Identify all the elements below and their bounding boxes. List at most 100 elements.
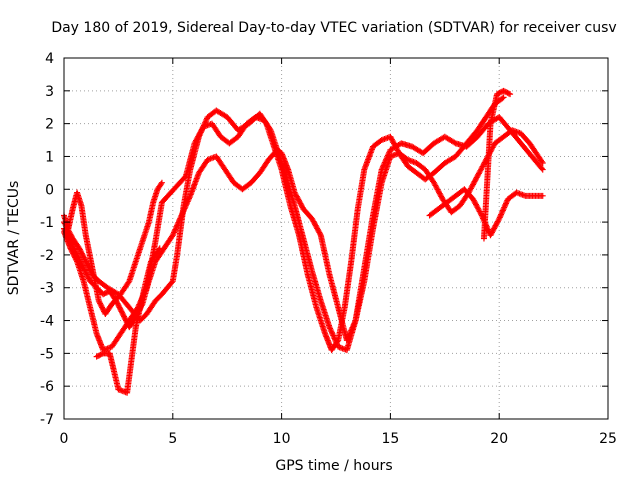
data-point <box>93 353 100 360</box>
data-point-interp <box>82 268 89 275</box>
data-point-interp <box>155 246 162 253</box>
data-point <box>82 258 89 265</box>
data-point-interp <box>98 351 105 358</box>
data-point <box>158 179 165 186</box>
y-axis-label: SDTVAR / TECUs <box>6 181 22 296</box>
data-point-interp <box>116 304 123 311</box>
data-point-interp <box>505 90 512 97</box>
data-point-interp <box>83 271 90 278</box>
y-tick-label: -1 <box>40 215 54 231</box>
data-point-interp <box>122 316 129 323</box>
data-point-interp <box>96 299 103 306</box>
data-point-interp <box>66 237 73 244</box>
data-point-interp <box>61 226 68 233</box>
data-point-interp <box>66 236 73 243</box>
data-point <box>74 251 81 258</box>
data-point <box>507 91 514 98</box>
data-point-interp <box>77 259 84 266</box>
data-point <box>100 291 107 298</box>
y-tick-label: 2 <box>45 117 54 133</box>
data-point-interp <box>497 89 504 96</box>
data-point-interp <box>118 308 125 315</box>
y-tick-label: -4 <box>40 314 54 330</box>
data-point-interp <box>495 217 502 224</box>
data-point-interp <box>70 245 77 252</box>
data-point <box>76 245 83 252</box>
data-points <box>61 87 546 396</box>
data-point <box>500 94 507 101</box>
data-point-interp <box>501 88 508 95</box>
x-tick-label: 25 <box>599 431 617 447</box>
y-tick-label: 3 <box>45 84 54 100</box>
data-point-interp <box>77 258 84 265</box>
axis-ticks <box>63 57 609 420</box>
data-point-interp <box>77 247 84 254</box>
y-tick-label: -5 <box>40 346 54 362</box>
x-tick-label: 20 <box>490 431 508 447</box>
data-point-interp <box>81 267 88 274</box>
data-point-interp <box>504 89 511 96</box>
data-point-interp <box>538 158 545 165</box>
data-point-interp <box>97 301 104 308</box>
data-point-interp <box>121 314 128 321</box>
data-point-interp <box>120 312 127 319</box>
data-point-interp <box>99 305 106 312</box>
data-point-interp <box>495 90 502 97</box>
data-point <box>494 91 501 98</box>
x-tick-labels: 0 5 10 15 20 25 <box>60 431 617 447</box>
data-point-interp <box>317 230 324 237</box>
data-point-interp <box>72 247 79 254</box>
data-point-interp <box>123 317 130 324</box>
data-point-interp <box>71 246 78 253</box>
y-tick-label: 0 <box>45 182 54 198</box>
data-point-interp <box>94 352 101 359</box>
data-point-interp <box>84 272 91 279</box>
data-point-interp <box>84 261 91 268</box>
data-point-interp <box>64 233 71 240</box>
data-point-interp <box>123 318 130 325</box>
y-tick-label: -6 <box>40 379 54 395</box>
data-point <box>539 166 546 173</box>
data-point-interp <box>73 250 80 257</box>
data-point-interp <box>98 303 105 310</box>
data-point-interp <box>72 249 79 256</box>
data-point-interp <box>78 249 85 256</box>
data-point-interp <box>117 305 124 312</box>
data-point-interp <box>74 253 81 260</box>
data-point-interp <box>158 181 165 188</box>
data-point-interp <box>62 228 69 235</box>
x-tick-label: 15 <box>381 431 399 447</box>
data-point <box>80 265 87 272</box>
data-point-interp <box>99 304 106 311</box>
data-point-interp <box>499 95 506 102</box>
data-point <box>119 310 126 317</box>
data-point-interp <box>496 89 503 96</box>
data-point-interp <box>81 266 88 273</box>
x-tick-label: 0 <box>60 431 69 447</box>
data-point <box>156 245 163 252</box>
y-tick-label: -7 <box>40 412 54 428</box>
data-point-interp <box>70 244 77 251</box>
data-point-interp <box>75 254 82 261</box>
data-point-interp <box>68 241 75 248</box>
data-point-interp <box>68 240 75 247</box>
y-tick-labels: -7 -6 -5 -4 -3 -2 -1 0 1 2 3 4 <box>40 51 54 428</box>
data-point-interp <box>80 254 87 261</box>
data-point-interp <box>82 257 89 264</box>
data-point-interp <box>69 242 76 249</box>
y-tick-label: 4 <box>45 51 54 67</box>
data-point-interp <box>79 263 86 270</box>
data-point <box>67 238 74 245</box>
data-point-interp <box>78 250 85 257</box>
data-point-interp <box>168 279 175 286</box>
y-tick-label: -3 <box>40 281 54 297</box>
data-point-interp <box>63 230 70 237</box>
data-point-interp <box>97 351 104 358</box>
data-point-interp <box>121 313 128 320</box>
data-point-interp <box>96 352 103 359</box>
data-point-interp <box>76 246 83 253</box>
chart-title: Day 180 of 2019, Sidereal Day-to-day VTE… <box>51 20 616 36</box>
data-point-interp <box>115 301 122 308</box>
data-point-interp <box>80 253 87 260</box>
